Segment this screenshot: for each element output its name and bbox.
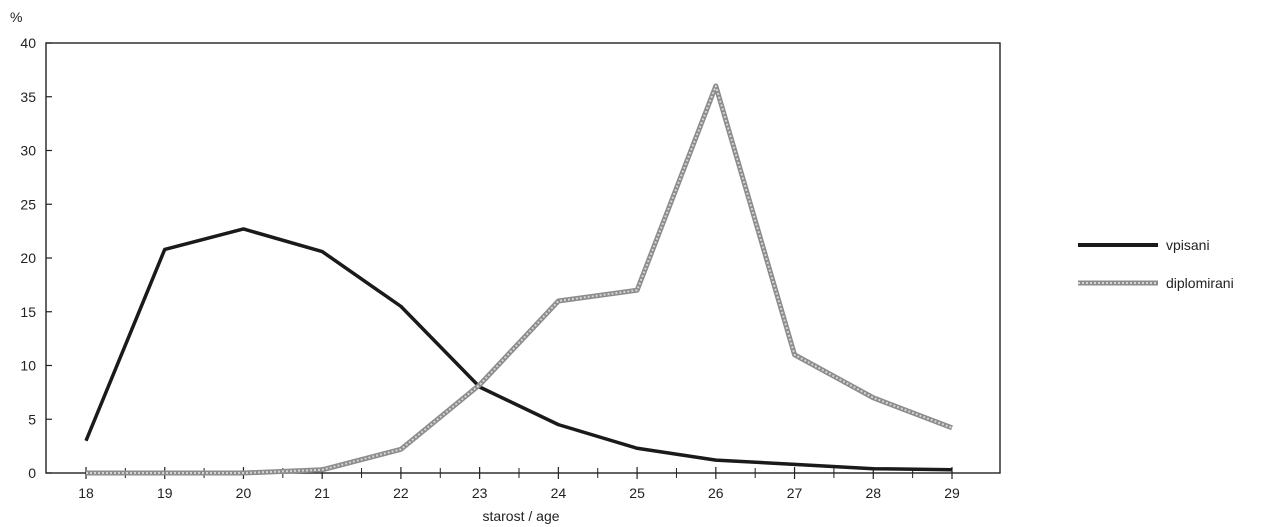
x-tick-label: 20 — [236, 485, 252, 501]
x-tick-label: 24 — [551, 485, 567, 501]
y-tick-label: 40 — [20, 35, 36, 51]
series-line — [86, 85, 953, 474]
x-axis-label: starost / age — [482, 508, 559, 524]
series-diplomirani — [86, 83, 953, 476]
series-line-outline — [86, 83, 953, 476]
x-axis: 18 19 20 21 22 23 24 25 26 27 28 29 — [78, 467, 960, 501]
series-line — [84, 227, 953, 472]
y-tick-label: 30 — [20, 143, 36, 159]
y-tick-label: 5 — [28, 411, 36, 427]
y-tick-label: 0 — [28, 465, 36, 481]
x-tick-label: 26 — [708, 485, 724, 501]
x-tick-label: 25 — [629, 485, 645, 501]
x-tick-label: 19 — [157, 485, 173, 501]
x-tick-label: 27 — [787, 485, 803, 501]
y-tick-label: 15 — [20, 304, 36, 320]
x-tick-label: 28 — [865, 485, 881, 501]
y-tick-label: 35 — [20, 89, 36, 105]
legend-label: vpisani — [1166, 237, 1210, 253]
y-tick-label: 25 — [20, 196, 36, 212]
series-layer — [84, 83, 953, 476]
y-axis: 0 5 10 15 20 25 30 35 40 — [20, 35, 52, 481]
x-tick-label: 18 — [78, 485, 94, 501]
x-tick-label: 21 — [314, 485, 330, 501]
y-tick-label: 20 — [20, 250, 36, 266]
y-tick-label: 10 — [20, 358, 36, 374]
legend: vpisani diplomirani — [1078, 237, 1234, 291]
x-tick-label: 29 — [944, 485, 960, 501]
y-axis-label: % — [10, 9, 22, 25]
x-tick-label: 23 — [472, 485, 488, 501]
series-vpisani — [84, 227, 953, 472]
legend-label: diplomirani — [1166, 275, 1234, 291]
x-tick-label: 22 — [393, 485, 409, 501]
